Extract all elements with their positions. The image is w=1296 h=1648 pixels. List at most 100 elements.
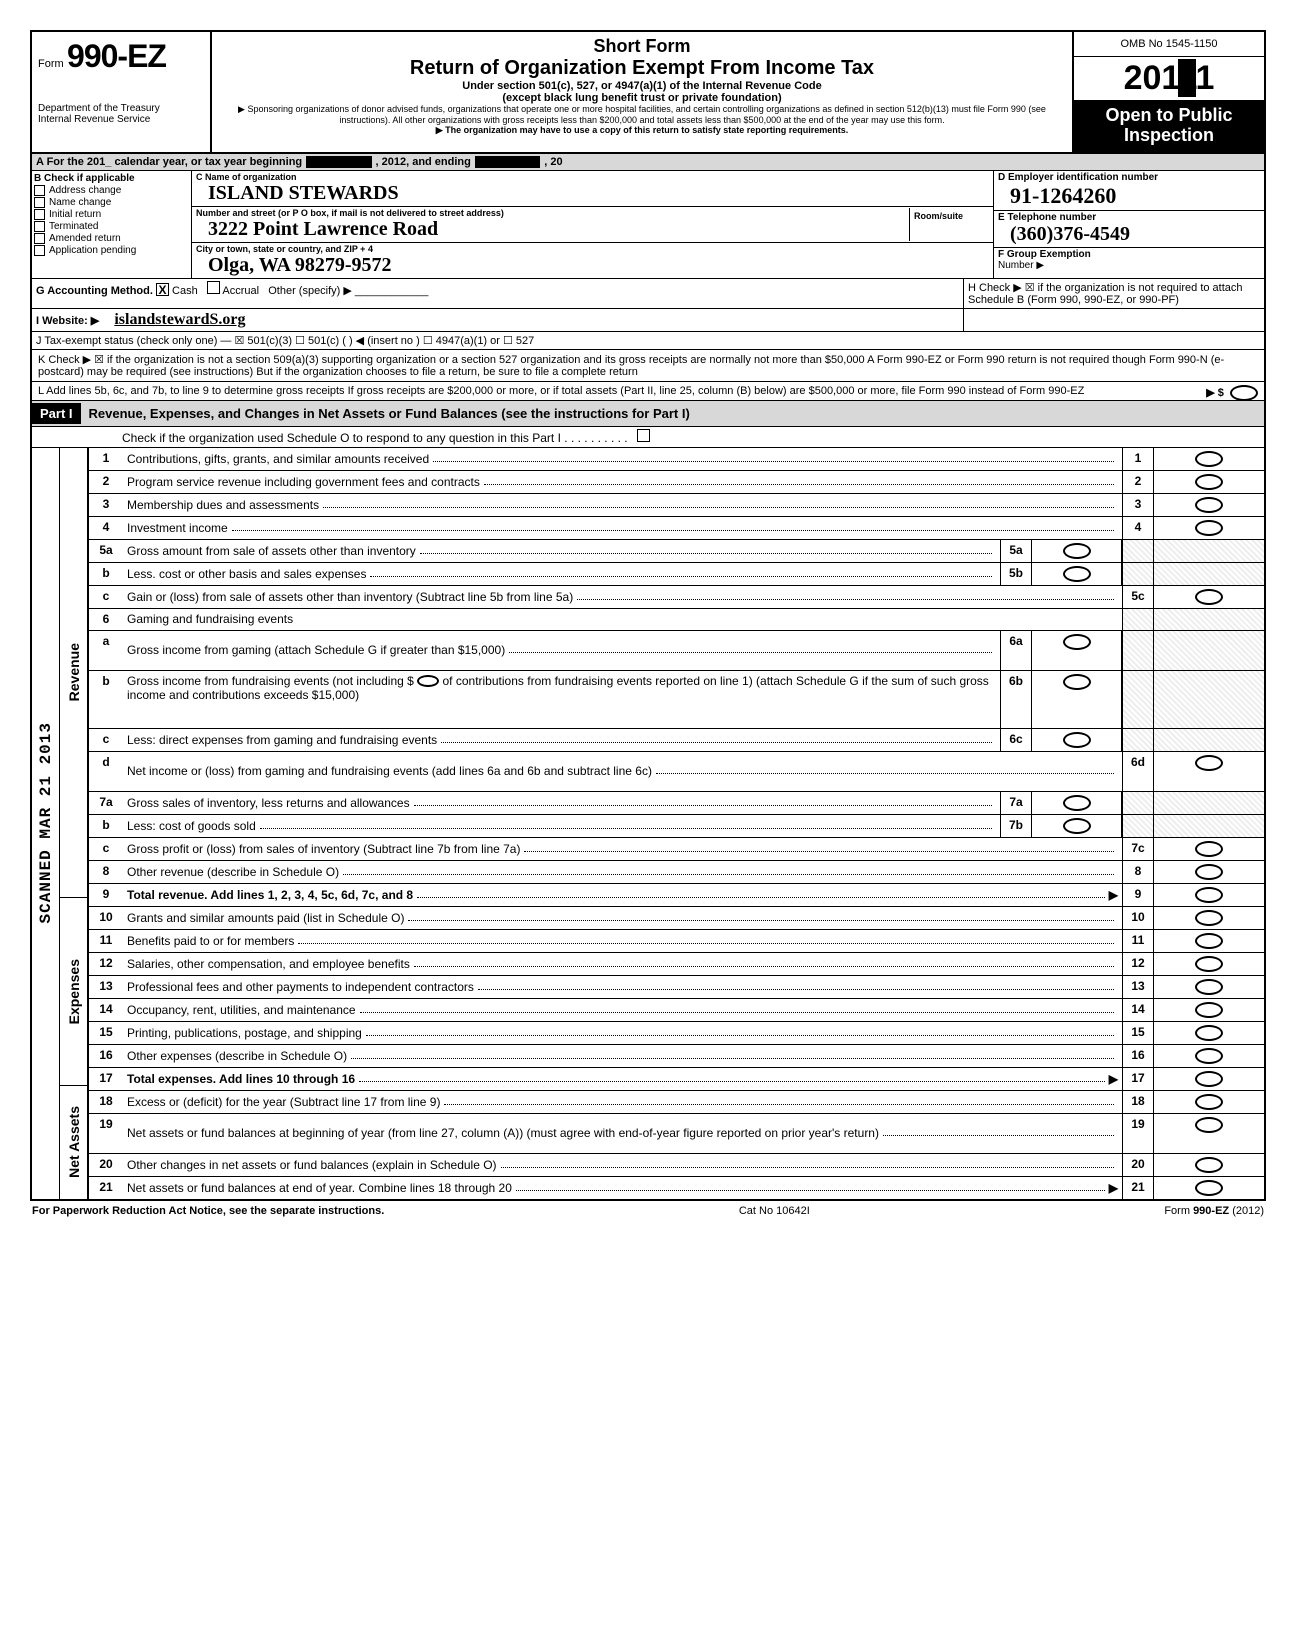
chk-address-change[interactable]: Address change (34, 185, 189, 196)
j-text: J Tax-exempt status (check only one) — ☒… (32, 332, 1264, 349)
title-box: Short Form Return of Organization Exempt… (212, 32, 1074, 152)
line-6b: b Gross income from fundraising events (… (89, 671, 1264, 729)
val-8 (1195, 864, 1223, 880)
header-row: Form 990-EZ Department of the Treasury I… (32, 32, 1264, 154)
form-990ez: Form 990-EZ Department of the Treasury I… (30, 30, 1266, 1201)
open-to-public: Open to Public Inspection (1074, 100, 1264, 152)
website-value: islandstewardS.org (102, 311, 245, 328)
chk-name-change[interactable]: Name change (34, 197, 189, 208)
form-label: Form (38, 58, 64, 70)
dept-treasury: Department of the Treasury (38, 103, 204, 114)
val-13 (1195, 979, 1223, 995)
val-6b (1063, 674, 1091, 690)
short-form-title: Short Form (220, 36, 1064, 57)
val-19 (1195, 1117, 1223, 1133)
f-row: F Group Exemption Number ▶ (994, 248, 1264, 272)
i-label: I Website: ▶ (36, 315, 99, 327)
c-name-label: C Name of organization (196, 172, 989, 182)
row-a-end-blackout: XXXX (475, 156, 540, 168)
val-7b (1063, 818, 1091, 834)
line-7b: b Less: cost of goods sold 7b (89, 815, 1264, 838)
footer-mid: Cat No 10642I (739, 1205, 810, 1217)
body-table: SCANNED MAR 21 2013 Revenue Expenses Net… (32, 448, 1264, 1199)
part1-header: Part I Revenue, Expenses, and Changes in… (32, 401, 1264, 427)
row-a-begin-blackout: XXXX (306, 156, 371, 168)
dept-irs: Internal Revenue Service (38, 114, 204, 125)
g-other: Other (specify) ▶ (268, 285, 352, 297)
org-name-row: C Name of organization ISLAND STEWARDS (192, 171, 993, 207)
val-2 (1195, 474, 1223, 490)
line-6d: d Net income or (loss) from gaming and f… (89, 752, 1264, 792)
line-7a: 7a Gross sales of inventory, less return… (89, 792, 1264, 815)
val-11 (1195, 933, 1223, 949)
line-16: 16 Other expenses (describe in Schedule … (89, 1045, 1264, 1068)
sponsor-note: ▶ Sponsoring organizations of donor advi… (220, 104, 1064, 125)
city-value: Olga, WA 98279-9572 (196, 254, 989, 277)
line-7c: c Gross profit or (loss) from sales of i… (89, 838, 1264, 861)
val-16 (1195, 1048, 1223, 1064)
val-15 (1195, 1025, 1223, 1041)
line-1: 1 Contributions, gifts, grants, and simi… (89, 448, 1264, 471)
chk-terminated[interactable]: Terminated (34, 221, 189, 232)
chk-amended[interactable]: Amended return (34, 233, 189, 244)
room-label: Room/suite (914, 211, 963, 221)
line-5c: c Gain or (loss) from sale of assets oth… (89, 586, 1264, 609)
form-number: 990-EZ (67, 38, 166, 74)
line-2: 2 Program service revenue including gove… (89, 471, 1264, 494)
line-21: 21 Net assets or fund balances at end of… (89, 1177, 1264, 1199)
phone-value: (360)376-4549 (998, 223, 1260, 246)
year-prefix: 20 (1124, 59, 1162, 97)
val-7c (1195, 841, 1223, 857)
d-row: D Employer identification number 91-1264… (994, 171, 1264, 211)
val-7a (1063, 795, 1091, 811)
state-note: ▶ The organization may have to use a cop… (220, 125, 1064, 136)
chk-pending[interactable]: Application pending (34, 245, 189, 256)
city-label: City or town, state or country, and ZIP … (196, 244, 989, 254)
row-a-pre: A For the 201_ calendar year, or tax yea… (36, 156, 302, 168)
line-13: 13 Professional fees and other payments … (89, 976, 1264, 999)
h-box: H Check ▶ ☒ if the organization is not r… (964, 279, 1264, 308)
g-label: G Accounting Method. (36, 285, 153, 297)
city-row: City or town, state or country, and ZIP … (192, 243, 993, 278)
line-14: 14 Occupancy, rent, utilities, and maint… (89, 999, 1264, 1022)
line-6a: a Gross income from gaming (attach Sched… (89, 631, 1264, 671)
val-3 (1195, 497, 1223, 513)
addr-row: Number and street (or P O box, if mail i… (192, 207, 993, 243)
line-20: 20 Other changes in net assets or fund b… (89, 1154, 1264, 1177)
subtitle-1: Under section 501(c), 527, or 4947(a)(1)… (220, 80, 1064, 92)
row-k: K Check ▶ ☒ if the organization is not a… (32, 350, 1264, 382)
ein-value: 91-1264260 (998, 183, 1260, 209)
l-text: L Add lines 5b, 6c, and 7b, to line 9 to… (38, 385, 1084, 397)
val-6c (1063, 732, 1091, 748)
val-20 (1195, 1157, 1223, 1173)
footer: For Paperwork Reduction Act Notice, see … (30, 1201, 1266, 1221)
chk-accrual[interactable] (207, 281, 220, 294)
form-id-box: Form 990-EZ Department of the Treasury I… (32, 32, 212, 152)
line-8: 8 Other revenue (describe in Schedule O)… (89, 861, 1264, 884)
omb-number: OMB No 1545-1150 (1074, 32, 1264, 57)
line-15: 15 Printing, publications, postage, and … (89, 1022, 1264, 1045)
org-name-value: ISLAND STEWARDS (196, 182, 989, 205)
chk-cash[interactable]: X (156, 283, 169, 296)
val-21 (1195, 1180, 1223, 1196)
val-5a (1063, 543, 1091, 559)
side-expenses: Expenses (66, 959, 82, 1024)
chk-initial-return[interactable]: Initial return (34, 209, 189, 220)
line-6c: c Less: direct expenses from gaming and … (89, 729, 1264, 752)
line-5a: 5a Gross amount from sale of assets othe… (89, 540, 1264, 563)
row-i: I Website: ▶ islandstewardS.org (32, 309, 1264, 332)
side-netassets: Net Assets (66, 1106, 82, 1178)
part1-schedule-o-chk[interactable] (637, 429, 650, 442)
d-label: D Employer identification number (998, 172, 1260, 183)
val-1 (1195, 451, 1223, 467)
footer-right: Form 990-EZ (2012) (1164, 1205, 1264, 1217)
e-label: E Telephone number (998, 212, 1260, 223)
row-g: G Accounting Method. X Cash Accrual Othe… (32, 279, 1264, 309)
part1-sub: Check if the organization used Schedule … (32, 427, 1264, 448)
section-bcdef: B Check if applicable Address change Nam… (32, 171, 1264, 279)
row-a: A For the 201_ calendar year, or tax yea… (32, 154, 1264, 171)
val-17 (1195, 1071, 1223, 1087)
line-11: 11 Benefits paid to or for members 11 (89, 930, 1264, 953)
addr-value: 3222 Point Lawrence Road (196, 218, 909, 241)
col-b: B Check if applicable Address change Nam… (32, 171, 192, 278)
